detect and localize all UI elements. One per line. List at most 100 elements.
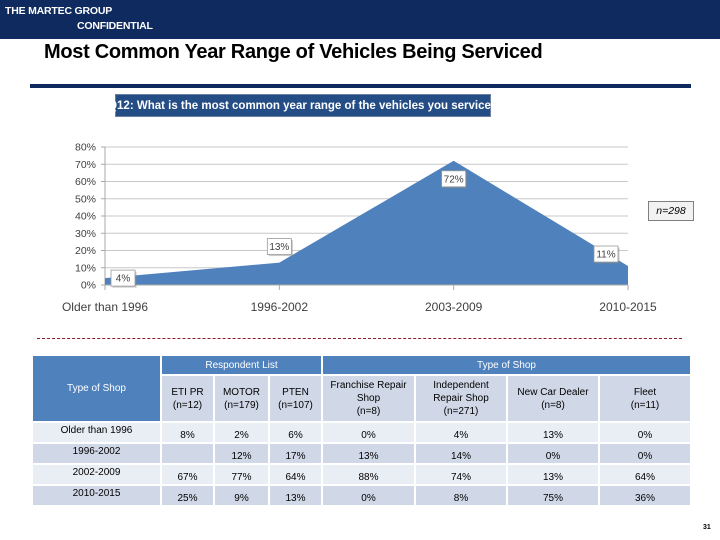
y-tick-label: 80% — [75, 142, 96, 154]
corner-header-label: Type of Shop — [67, 383, 126, 394]
page-number: 31 — [703, 524, 711, 531]
column-header-n: (n=271) — [443, 406, 479, 417]
y-tick-label: 10% — [75, 262, 96, 274]
x-tick-label: 2003-2009 — [425, 300, 483, 314]
x-tick-label: 2010-2015 — [599, 300, 657, 314]
y-tick-label: 0% — [81, 280, 96, 292]
column-header: Fleet (n=11) — [598, 374, 692, 423]
company-name: THE MARTEC GROUP — [5, 5, 113, 17]
table-cell: 13% — [268, 484, 323, 507]
sample-size-text: n=298 — [656, 205, 686, 217]
table-cell: 13% — [506, 463, 600, 486]
table-row: 1996-2002 12% 17% 13% 14% 0% 0% — [31, 442, 692, 465]
column-header-name: Independent Repair Shop — [433, 380, 489, 404]
table-cell: 4% — [414, 421, 508, 444]
y-tick-label: 30% — [75, 228, 96, 240]
table-cell: 0% — [506, 442, 600, 465]
header-bar: THE MARTEC GROUP CONFIDENTIAL — [0, 0, 720, 39]
column-header-name: Fleet — [633, 386, 657, 398]
dashed-divider — [37, 338, 682, 339]
table-cell: 75% — [506, 484, 600, 507]
column-header: MOTOR (n=179) — [213, 374, 270, 423]
data-label-text: 4% — [116, 274, 131, 285]
table-cell: 14% — [414, 442, 508, 465]
table-cell: 13% — [321, 442, 416, 465]
table-cell: 64% — [268, 463, 323, 486]
data-label: 4% — [110, 269, 137, 288]
column-header: PTEN (n=107) — [268, 374, 323, 423]
group-header-label: Respondent List — [205, 359, 278, 371]
data-label-box — [441, 170, 467, 188]
column-header: ETI PR (n=12) — [160, 374, 215, 423]
x-axis: Older than 1996 1996-2002 2003-2009 2010-20… — [62, 284, 657, 314]
breakdown-table: Type of Shop Respondent List Type of Sho… — [31, 354, 692, 507]
table-cell: 36% — [598, 484, 692, 507]
area-fill — [105, 160, 628, 285]
sample-size-badge: n=298 — [648, 201, 694, 221]
group-header-respondent-list: Respondent List — [160, 354, 323, 376]
data-label-text: 13% — [269, 242, 289, 253]
table-cell: 0% — [321, 421, 416, 444]
y-axis-ticks: 0% 10% 20% 30% 40% 50% 60% 70% 80% — [75, 142, 106, 292]
table-cell: 0% — [598, 442, 692, 465]
title-divider — [30, 84, 691, 88]
column-header-name: PTEN — [282, 386, 309, 398]
table-cell: 6% — [268, 421, 323, 444]
column-header-n: (n=11) — [630, 399, 660, 411]
table-cell: 12% — [213, 442, 270, 465]
table-cell: 64% — [598, 463, 692, 486]
table-cell: 77% — [213, 463, 270, 486]
y-tick-label: 60% — [75, 176, 96, 188]
column-header: Franchise Repair Shop (n=8) — [321, 374, 416, 423]
column-header-n: (n=12) — [172, 399, 203, 411]
group-header-label: Type of Shop — [477, 359, 536, 371]
table-cell: 8% — [414, 484, 508, 507]
table-cell: 74% — [414, 463, 508, 486]
column-header-n: (n=8) — [541, 399, 565, 411]
table-cell: 9% — [213, 484, 270, 507]
page-title: Most Common Year Range of Vehicles Being… — [44, 41, 543, 63]
column-header-row: ETI PR (n=12) MOTOR (n=179) PTEN (n=107) Franc… — [32, 374, 692, 423]
row-label: Older than 1996 — [31, 421, 162, 444]
table-cell: 88% — [321, 463, 416, 486]
column-header-n: (n=107) — [278, 399, 313, 411]
y-tick-label: 70% — [75, 159, 96, 171]
data-label-box — [266, 238, 292, 255]
area-series — [105, 160, 628, 285]
table-cell: 0% — [321, 484, 416, 507]
table-cell: 67% — [160, 463, 215, 486]
row-label: 1996-2002 — [31, 442, 162, 465]
data-label-box — [593, 245, 619, 263]
row-label: 2010-2015 — [31, 484, 162, 507]
table-cell: 2% — [213, 421, 270, 444]
column-header-name: MOTOR — [222, 386, 261, 398]
data-labels: 4% 13% 72% 11% — [110, 170, 620, 288]
area-chart: 0% 10% 20% 30% 40% 50% 60% 70% 80% Older than 19… — [62, 142, 657, 315]
table-cell — [160, 442, 215, 465]
table-cell: 0% — [598, 421, 692, 444]
column-header: Independent Repair Shop (n=271) — [414, 374, 508, 423]
column-header: New Car Dealer (n=8) — [506, 374, 600, 423]
data-label-text: 11% — [596, 250, 615, 261]
data-label-box — [110, 269, 136, 287]
column-header-name: New Car Dealer — [517, 386, 589, 398]
column-header-name: Franchise Repair Shop — [330, 380, 407, 404]
group-header-type-of-shop: Type of Shop — [321, 354, 692, 376]
x-tick-label: 1996-2002 — [251, 300, 309, 314]
y-tick-label: 40% — [75, 211, 96, 223]
data-label: 11% — [593, 245, 620, 264]
column-header-n: (n=179) — [224, 399, 259, 411]
table-cell: 13% — [506, 421, 600, 444]
column-header-n: (n=8) — [356, 406, 381, 417]
table-cell: 8% — [160, 421, 215, 444]
question-banner: Q12: What is the most common year range … — [108, 94, 498, 117]
confidential-label: CONFIDENTIAL — [77, 20, 153, 32]
table-row: 2002-2009 67% 77% 64% 88% 74% 13% 64% — [31, 463, 692, 486]
x-tick-label: Older than 1996 — [62, 300, 148, 314]
table-row: Older than 1996 8% 2% 6% 0% 4% 13% 0% — [31, 421, 692, 444]
y-tick-label: 50% — [75, 193, 96, 205]
column-header-name: ETI PR — [171, 386, 204, 398]
corner-header: Type of Shop — [31, 354, 162, 423]
row-label: 2002-2009 — [31, 463, 162, 486]
table-cell: 17% — [268, 442, 323, 465]
